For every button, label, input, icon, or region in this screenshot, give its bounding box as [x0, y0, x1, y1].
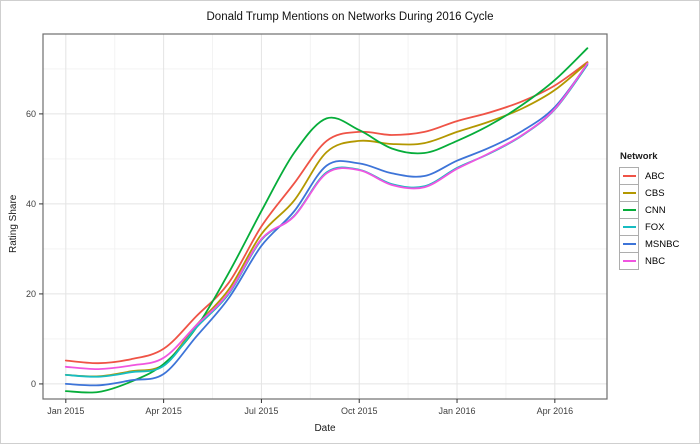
legend-key-box: [619, 218, 639, 236]
legend-entry-fox: FOX: [619, 218, 679, 236]
legend-key-line: [622, 175, 636, 177]
legend-entry-nbc: NBC: [619, 252, 679, 270]
x-tick-label: Jan 2016: [439, 406, 476, 416]
legend-key-line: [622, 226, 636, 228]
legend-entries: ABC CBS CNN FOX MSNBC NBC: [619, 167, 679, 270]
chart-title: Donald Trump Mentions on Networks During…: [206, 11, 494, 23]
legend-key-box: [619, 167, 639, 185]
legend-key-line: [622, 209, 636, 211]
legend-label: CBS: [645, 187, 665, 199]
legend-label: NBC: [645, 255, 666, 267]
legend-key-line: [622, 192, 636, 194]
legend-key-box: [619, 235, 639, 253]
y-tick-label: 0: [31, 379, 36, 389]
x-tick-label: Apr 2016: [537, 406, 574, 416]
legend-entry-abc: ABC: [619, 167, 679, 185]
legend-key-line: [622, 243, 636, 245]
legend-key-box: [619, 184, 639, 202]
y-tick-label: 40: [26, 199, 36, 209]
y-tick-label: 20: [26, 289, 36, 299]
legend-label: FOX: [645, 221, 665, 233]
x-tick-label: Apr 2015: [145, 406, 182, 416]
series-line-abc: [64, 61, 589, 365]
series-line-msnbc: [64, 63, 589, 387]
legend-entry-cnn: CNN: [619, 201, 679, 219]
legend-entry-msnbc: MSNBC: [619, 235, 679, 253]
legend-entry-cbs: CBS: [619, 184, 679, 202]
panel-border: [42, 33, 608, 400]
y-tick-label: 60: [26, 109, 36, 119]
panel-background: [43, 34, 607, 399]
y-axis-title: Rating Share: [8, 194, 19, 253]
x-tick-label: Jan 2015: [47, 406, 84, 416]
legend: Network ABC CBS CNN FOX MSNBC NBC: [619, 151, 679, 270]
legend-key-box: [619, 201, 639, 219]
series-line-nbc: [64, 62, 589, 371]
legend-key-line: [622, 260, 636, 262]
legend-label: CNN: [645, 204, 666, 216]
legend-title: Network: [620, 151, 658, 162]
legend-label: MSNBC: [645, 238, 680, 250]
legend-key-box: [619, 252, 639, 270]
x-tick-label: Jul 2015: [244, 406, 278, 416]
x-axis-title: Date: [314, 423, 336, 434]
legend-label: ABC: [645, 170, 665, 182]
x-tick-label: Oct 2015: [341, 406, 378, 416]
series-line-cbs: [64, 61, 589, 378]
